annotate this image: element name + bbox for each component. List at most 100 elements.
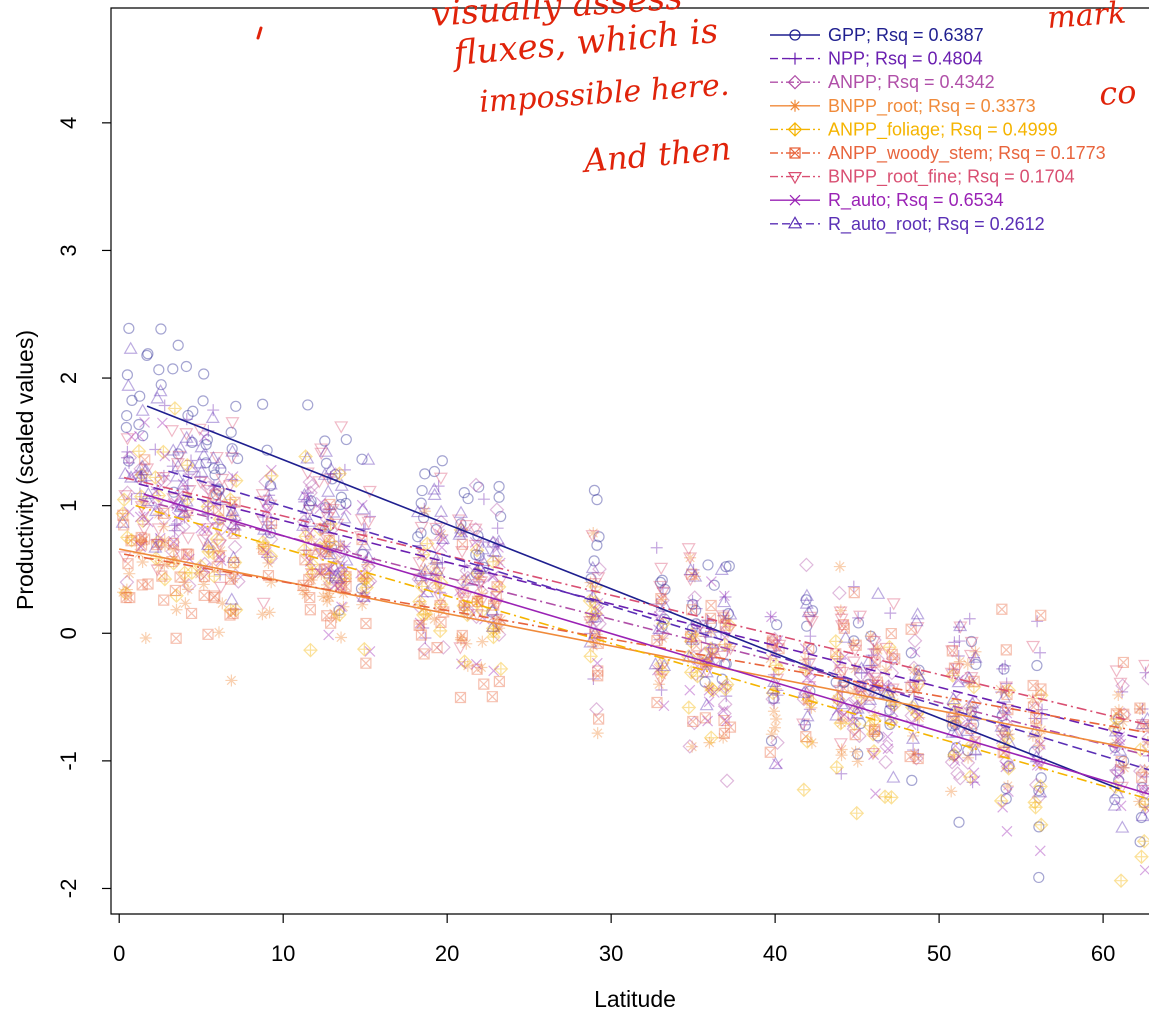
data-point bbox=[135, 541, 147, 553]
data-point bbox=[687, 598, 699, 610]
data-point bbox=[453, 642, 468, 655]
data-point bbox=[302, 474, 318, 490]
data-point bbox=[884, 789, 899, 805]
data-point bbox=[123, 470, 139, 483]
data-point bbox=[702, 715, 714, 727]
data-point bbox=[491, 616, 506, 631]
data-point bbox=[830, 691, 845, 707]
data-point bbox=[158, 594, 170, 606]
data-point bbox=[699, 665, 714, 679]
data-point bbox=[493, 574, 508, 588]
data-point bbox=[947, 747, 962, 763]
data-point bbox=[491, 522, 504, 535]
regression-line bbox=[168, 470, 1149, 771]
data-point bbox=[226, 550, 241, 563]
data-point bbox=[719, 591, 732, 603]
data-point bbox=[166, 493, 181, 506]
data-point bbox=[180, 413, 193, 426]
data-point bbox=[338, 463, 351, 476]
data-point bbox=[211, 456, 227, 469]
data-point bbox=[950, 766, 965, 781]
data-point bbox=[227, 607, 239, 620]
data-point bbox=[123, 455, 135, 467]
data-point bbox=[682, 739, 698, 754]
data-point bbox=[312, 537, 328, 553]
data-point bbox=[323, 564, 335, 576]
legend-entry: GPP; Rsq = 0.6387 bbox=[828, 25, 984, 45]
data-point bbox=[142, 348, 154, 360]
data-point bbox=[205, 410, 220, 423]
data-point bbox=[475, 587, 488, 600]
data-point bbox=[216, 597, 229, 610]
data-point bbox=[953, 621, 966, 634]
data-point bbox=[334, 478, 349, 491]
data-point bbox=[121, 445, 134, 458]
data-point bbox=[1109, 763, 1122, 776]
data-point bbox=[690, 640, 703, 652]
data-point bbox=[121, 369, 134, 381]
data-point bbox=[690, 618, 706, 634]
data-point bbox=[265, 519, 278, 532]
data-point bbox=[181, 548, 193, 560]
data-point bbox=[717, 731, 730, 744]
data-point bbox=[837, 710, 849, 722]
data-point bbox=[469, 542, 485, 558]
data-point bbox=[149, 503, 164, 517]
data-point bbox=[356, 641, 372, 657]
data-point bbox=[847, 716, 858, 728]
data-point bbox=[229, 603, 242, 616]
data-point bbox=[324, 498, 336, 511]
regression-line bbox=[123, 476, 1149, 726]
data-point bbox=[946, 645, 958, 657]
data-point bbox=[260, 515, 273, 528]
data-point bbox=[1033, 779, 1048, 794]
data-point bbox=[883, 715, 899, 730]
data-point bbox=[176, 477, 191, 490]
data-point bbox=[1112, 704, 1125, 717]
data-point bbox=[415, 527, 427, 539]
data-point bbox=[418, 563, 433, 576]
data-point bbox=[699, 630, 712, 643]
data-point bbox=[305, 495, 317, 507]
data-point bbox=[949, 755, 961, 767]
data-point bbox=[225, 503, 240, 516]
data-point bbox=[165, 544, 181, 559]
data-point bbox=[585, 530, 600, 543]
data-point bbox=[364, 645, 376, 657]
data-point bbox=[906, 660, 922, 676]
data-point bbox=[999, 753, 1014, 769]
data-point bbox=[592, 670, 604, 682]
data-point bbox=[882, 639, 897, 655]
data-point bbox=[833, 652, 846, 665]
data-point bbox=[967, 651, 980, 664]
data-point bbox=[458, 487, 470, 499]
y-tick-label: -1 bbox=[56, 751, 81, 771]
data-point bbox=[121, 409, 133, 422]
data-point bbox=[152, 500, 164, 512]
data-point bbox=[135, 403, 150, 416]
data-point bbox=[261, 444, 273, 456]
data-point bbox=[117, 509, 129, 521]
data-point bbox=[139, 533, 151, 545]
data-point bbox=[796, 782, 812, 798]
data-point bbox=[325, 503, 340, 517]
data-point bbox=[1001, 728, 1014, 741]
data-point bbox=[223, 602, 238, 618]
data-point bbox=[772, 635, 784, 646]
data-point bbox=[805, 736, 818, 749]
data-point bbox=[137, 535, 150, 548]
data-point bbox=[164, 425, 179, 438]
data-point bbox=[588, 484, 601, 496]
data-point bbox=[340, 497, 352, 509]
data-point bbox=[455, 546, 470, 559]
legend-entry: BNPP_root; Rsq = 0.3373 bbox=[828, 96, 1036, 117]
data-point bbox=[118, 490, 133, 503]
data-point bbox=[1031, 659, 1043, 672]
data-point bbox=[804, 630, 817, 643]
data-point bbox=[222, 480, 237, 493]
data-point bbox=[185, 454, 198, 467]
data-point bbox=[703, 696, 715, 708]
data-point bbox=[196, 447, 211, 461]
data-point bbox=[196, 534, 211, 547]
data-point bbox=[412, 531, 424, 543]
